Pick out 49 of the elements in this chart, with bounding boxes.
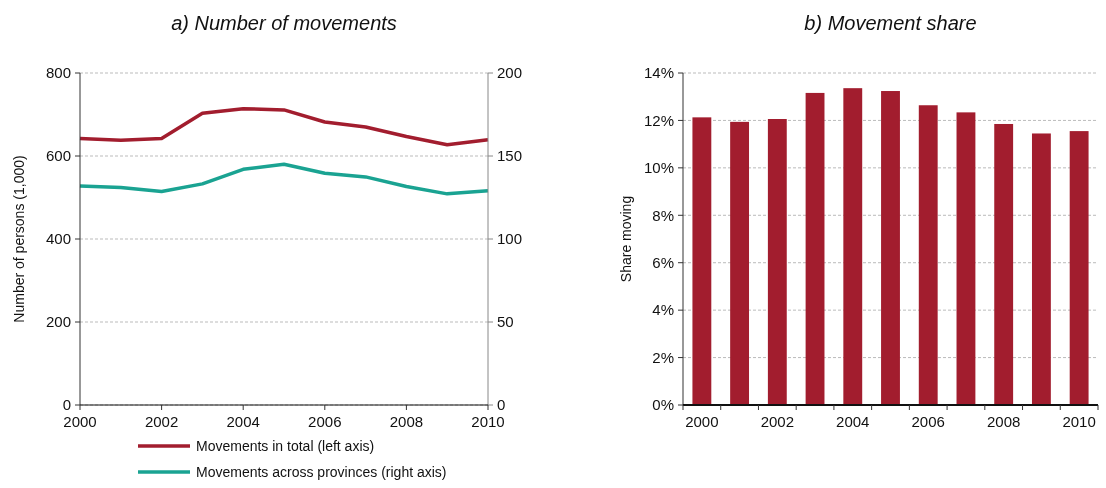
y-tick-label: 12% <box>643 111 674 129</box>
y-tick-label: 6% <box>652 253 674 271</box>
legend-label: Movements in total (left axis) <box>196 437 375 454</box>
x-tick-label: 2006 <box>911 413 945 430</box>
x-tick-label: 2010 <box>471 413 505 430</box>
bar <box>730 121 750 405</box>
y-tick-label: 4% <box>652 301 674 319</box>
chart-title: b) Movement share <box>804 12 977 34</box>
legend-label: Movements across provinces (right axis) <box>196 463 447 480</box>
x-tick-label: 2002 <box>144 413 179 430</box>
line-series <box>78 162 490 196</box>
y-tick-label: 8% <box>652 206 674 224</box>
bar <box>1069 131 1089 405</box>
x-tick-label: 2008 <box>986 413 1021 430</box>
bar <box>843 88 863 405</box>
y-tick-label: 0% <box>652 396 674 414</box>
y-axis-title: Share moving <box>618 195 634 283</box>
y-tick-label: 2% <box>652 348 674 366</box>
y-tick-label: 10% <box>643 159 674 177</box>
bar <box>994 123 1014 405</box>
y2-tick-label: 150 <box>497 147 523 165</box>
y-tick-label: 14% <box>643 64 674 82</box>
bar <box>805 92 825 405</box>
y-tick-label: 200 <box>45 313 71 331</box>
y-tick-label: 0 <box>62 396 71 414</box>
x-tick-label: 2000 <box>685 413 719 430</box>
x-tick-label: 2002 <box>760 413 795 430</box>
y-tick-label: 600 <box>45 147 71 165</box>
y2-tick-label: 100 <box>497 230 523 248</box>
y-axis-title: Number of persons (1,000) <box>11 155 27 323</box>
bar <box>956 112 976 405</box>
x-tick-label: 2000 <box>63 413 97 430</box>
bar <box>881 91 900 405</box>
y2-tick-label: 0 <box>497 396 506 414</box>
x-tick-label: 2010 <box>1062 413 1096 430</box>
bar <box>692 117 712 405</box>
bar <box>1031 133 1051 405</box>
y-tick-label: 800 <box>45 64 71 82</box>
bar <box>918 105 938 405</box>
chart-title: a) Number of movements <box>171 12 397 34</box>
x-tick-label: 2008 <box>389 413 424 430</box>
x-tick-label: 2004 <box>836 413 870 430</box>
x-tick-label: 2004 <box>226 413 260 430</box>
line-series <box>78 106 490 147</box>
bar <box>767 119 787 405</box>
y2-tick-label: 50 <box>497 313 514 331</box>
x-tick-label: 2006 <box>308 413 342 430</box>
y-tick-label: 400 <box>45 230 71 248</box>
y2-tick-label: 200 <box>497 64 523 82</box>
